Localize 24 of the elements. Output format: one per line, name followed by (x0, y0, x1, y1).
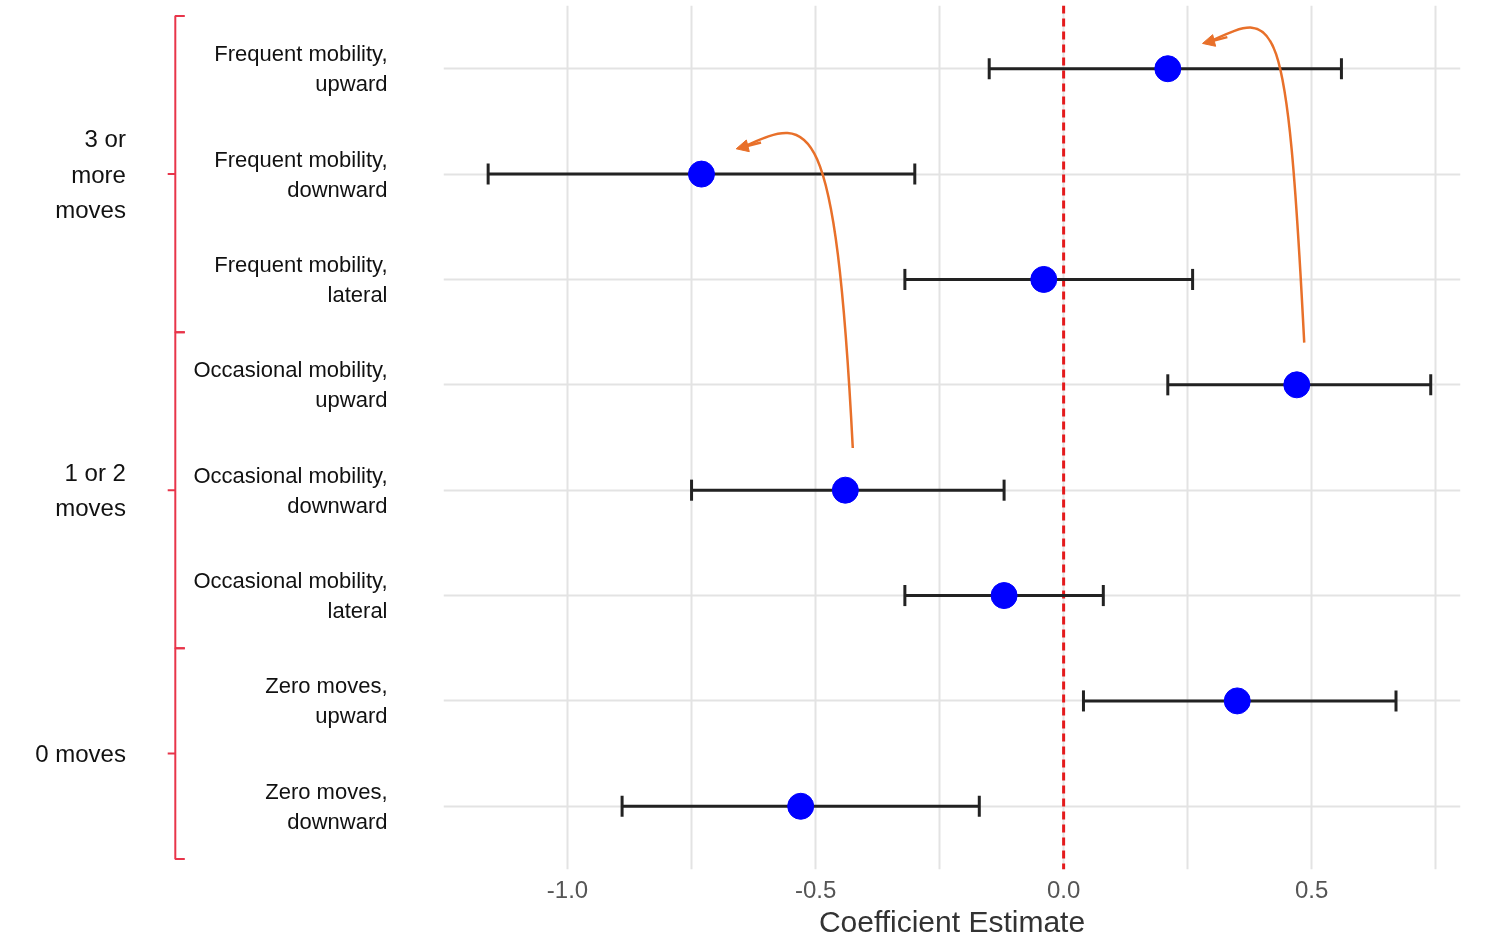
point (787, 792, 815, 820)
text: 1 or 2 moves (55, 459, 126, 522)
x-axis-title: Coefficient Estimate (818, 904, 1086, 938)
text: 0 moves (35, 740, 126, 768)
point (1030, 265, 1058, 293)
x-tick-label: 0.5 (1294, 875, 1329, 903)
point (687, 160, 715, 188)
x-tick-label: 0.0 (1046, 875, 1081, 903)
point (831, 476, 859, 504)
y-tick-label: Frequent mobility, downward (214, 146, 388, 202)
y-tick-label: Occasional mobility, upward (193, 357, 388, 413)
y-tick-label: Occasional mobility, downward (193, 462, 388, 518)
point (1223, 687, 1251, 715)
point (990, 582, 1018, 610)
y-tick-label: Occasional mobility, lateral (193, 568, 388, 624)
y-tick-label: Frequent mobility, lateral (214, 251, 388, 307)
x-tick-label: -0.5 (794, 875, 837, 903)
y-tick-label: Zero moves, downward (265, 778, 388, 834)
y-tick-label: Zero moves, upward (265, 673, 388, 729)
point (1154, 55, 1182, 83)
x-tick-label: -1.0 (546, 875, 589, 903)
text: 3 or more moves (55, 125, 126, 223)
point (1283, 371, 1311, 399)
y-tick-label: Frequent mobility, upward (214, 41, 388, 97)
